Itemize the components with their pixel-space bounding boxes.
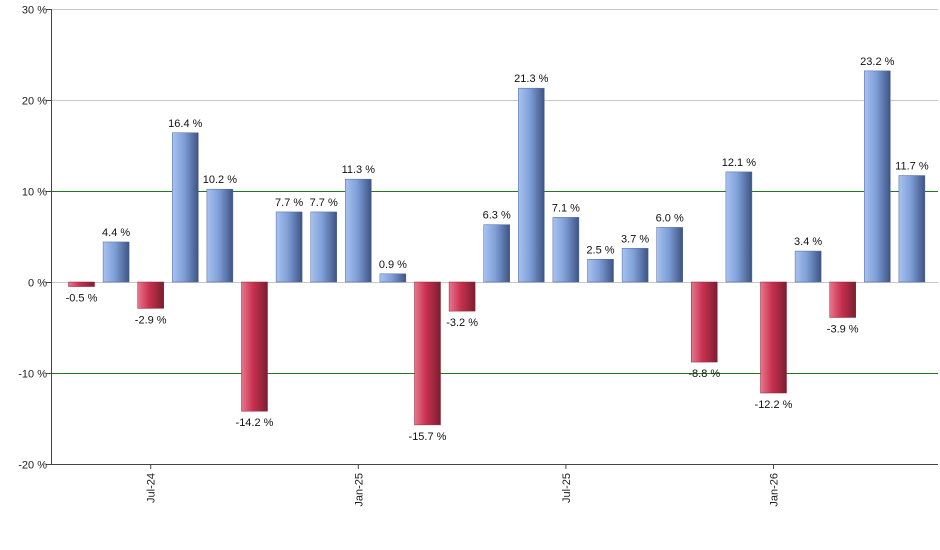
data-label: -3.2 % <box>446 317 478 329</box>
bar <box>518 87 545 283</box>
bar <box>172 132 199 283</box>
x-tick-label: Jul-24 <box>146 473 158 503</box>
data-label: 3.7 % <box>621 233 649 245</box>
y-tick-label: 10 % <box>22 187 47 199</box>
data-label: 10.2 % <box>203 174 237 186</box>
data-label: 7.1 % <box>552 202 580 214</box>
data-label: 12.1 % <box>722 157 756 169</box>
axes <box>46 9 938 469</box>
bar <box>345 178 372 283</box>
data-label: 23.2 % <box>860 56 894 68</box>
data-label: 0.9 % <box>379 259 407 271</box>
bar <box>102 241 130 283</box>
y-tick-labels: 30 % 20 % 10 % 0 % -10 % -20 % <box>18 5 47 472</box>
x-tick-label: Jan-26 <box>769 473 781 507</box>
bar <box>206 188 234 283</box>
data-label: -12.2 % <box>755 399 793 411</box>
bar <box>137 281 164 309</box>
data-label: 11.3 % <box>342 164 376 176</box>
data-label: 16.4 % <box>168 118 202 130</box>
y-tick-label: 30 % <box>22 5 47 17</box>
data-label: 2.5 % <box>586 244 614 256</box>
bar <box>241 281 268 412</box>
data-label: -8.8 % <box>688 368 720 380</box>
bar <box>621 248 649 283</box>
x-tick-label: Jul-25 <box>561 473 573 503</box>
bar <box>483 224 510 283</box>
bar <box>414 281 441 426</box>
y-tick-label: -10 % <box>18 369 47 381</box>
data-label: -3.9 % <box>827 323 859 335</box>
bars <box>68 70 926 426</box>
data-label: -14.2 % <box>236 417 274 429</box>
y-tick-label: 0 % <box>28 278 47 290</box>
bar <box>760 281 787 394</box>
bar <box>725 171 753 283</box>
bar <box>310 211 337 283</box>
bar <box>587 259 614 283</box>
data-label: 21.3 % <box>514 73 548 85</box>
bar <box>448 281 476 312</box>
data-label: 6.3 % <box>483 210 511 222</box>
x-tick-label: Jan-25 <box>353 473 365 507</box>
data-labels: -0.5 % 4.4 % -2.9 % 16.4 % 10.2 % -14.2 % 7.7 … <box>66 56 929 443</box>
bar <box>68 281 95 287</box>
bar <box>656 227 683 283</box>
bar <box>691 281 718 363</box>
y-tick-label: -20 % <box>18 460 47 472</box>
bar <box>379 273 407 283</box>
data-label: -15.7 % <box>409 431 447 443</box>
grid-lines <box>51 9 938 374</box>
data-label: -0.5 % <box>66 293 98 305</box>
y-tick-label: 20 % <box>22 96 47 108</box>
data-label: 4.4 % <box>102 227 130 239</box>
x-tick-labels: Jul-24 Jan-25 Jul-25 Jan-26 <box>146 473 781 507</box>
bar <box>275 211 303 283</box>
bar <box>829 281 856 318</box>
data-label: 7.7 % <box>310 197 338 209</box>
data-label: 6.0 % <box>656 212 684 224</box>
bar <box>552 217 580 283</box>
data-label: 11.7 % <box>895 161 929 173</box>
bar <box>794 250 822 283</box>
bar <box>864 70 891 283</box>
data-label: 7.7 % <box>275 197 303 209</box>
bar <box>898 175 926 283</box>
data-label: 3.4 % <box>794 236 822 248</box>
data-label: -2.9 % <box>135 314 167 326</box>
